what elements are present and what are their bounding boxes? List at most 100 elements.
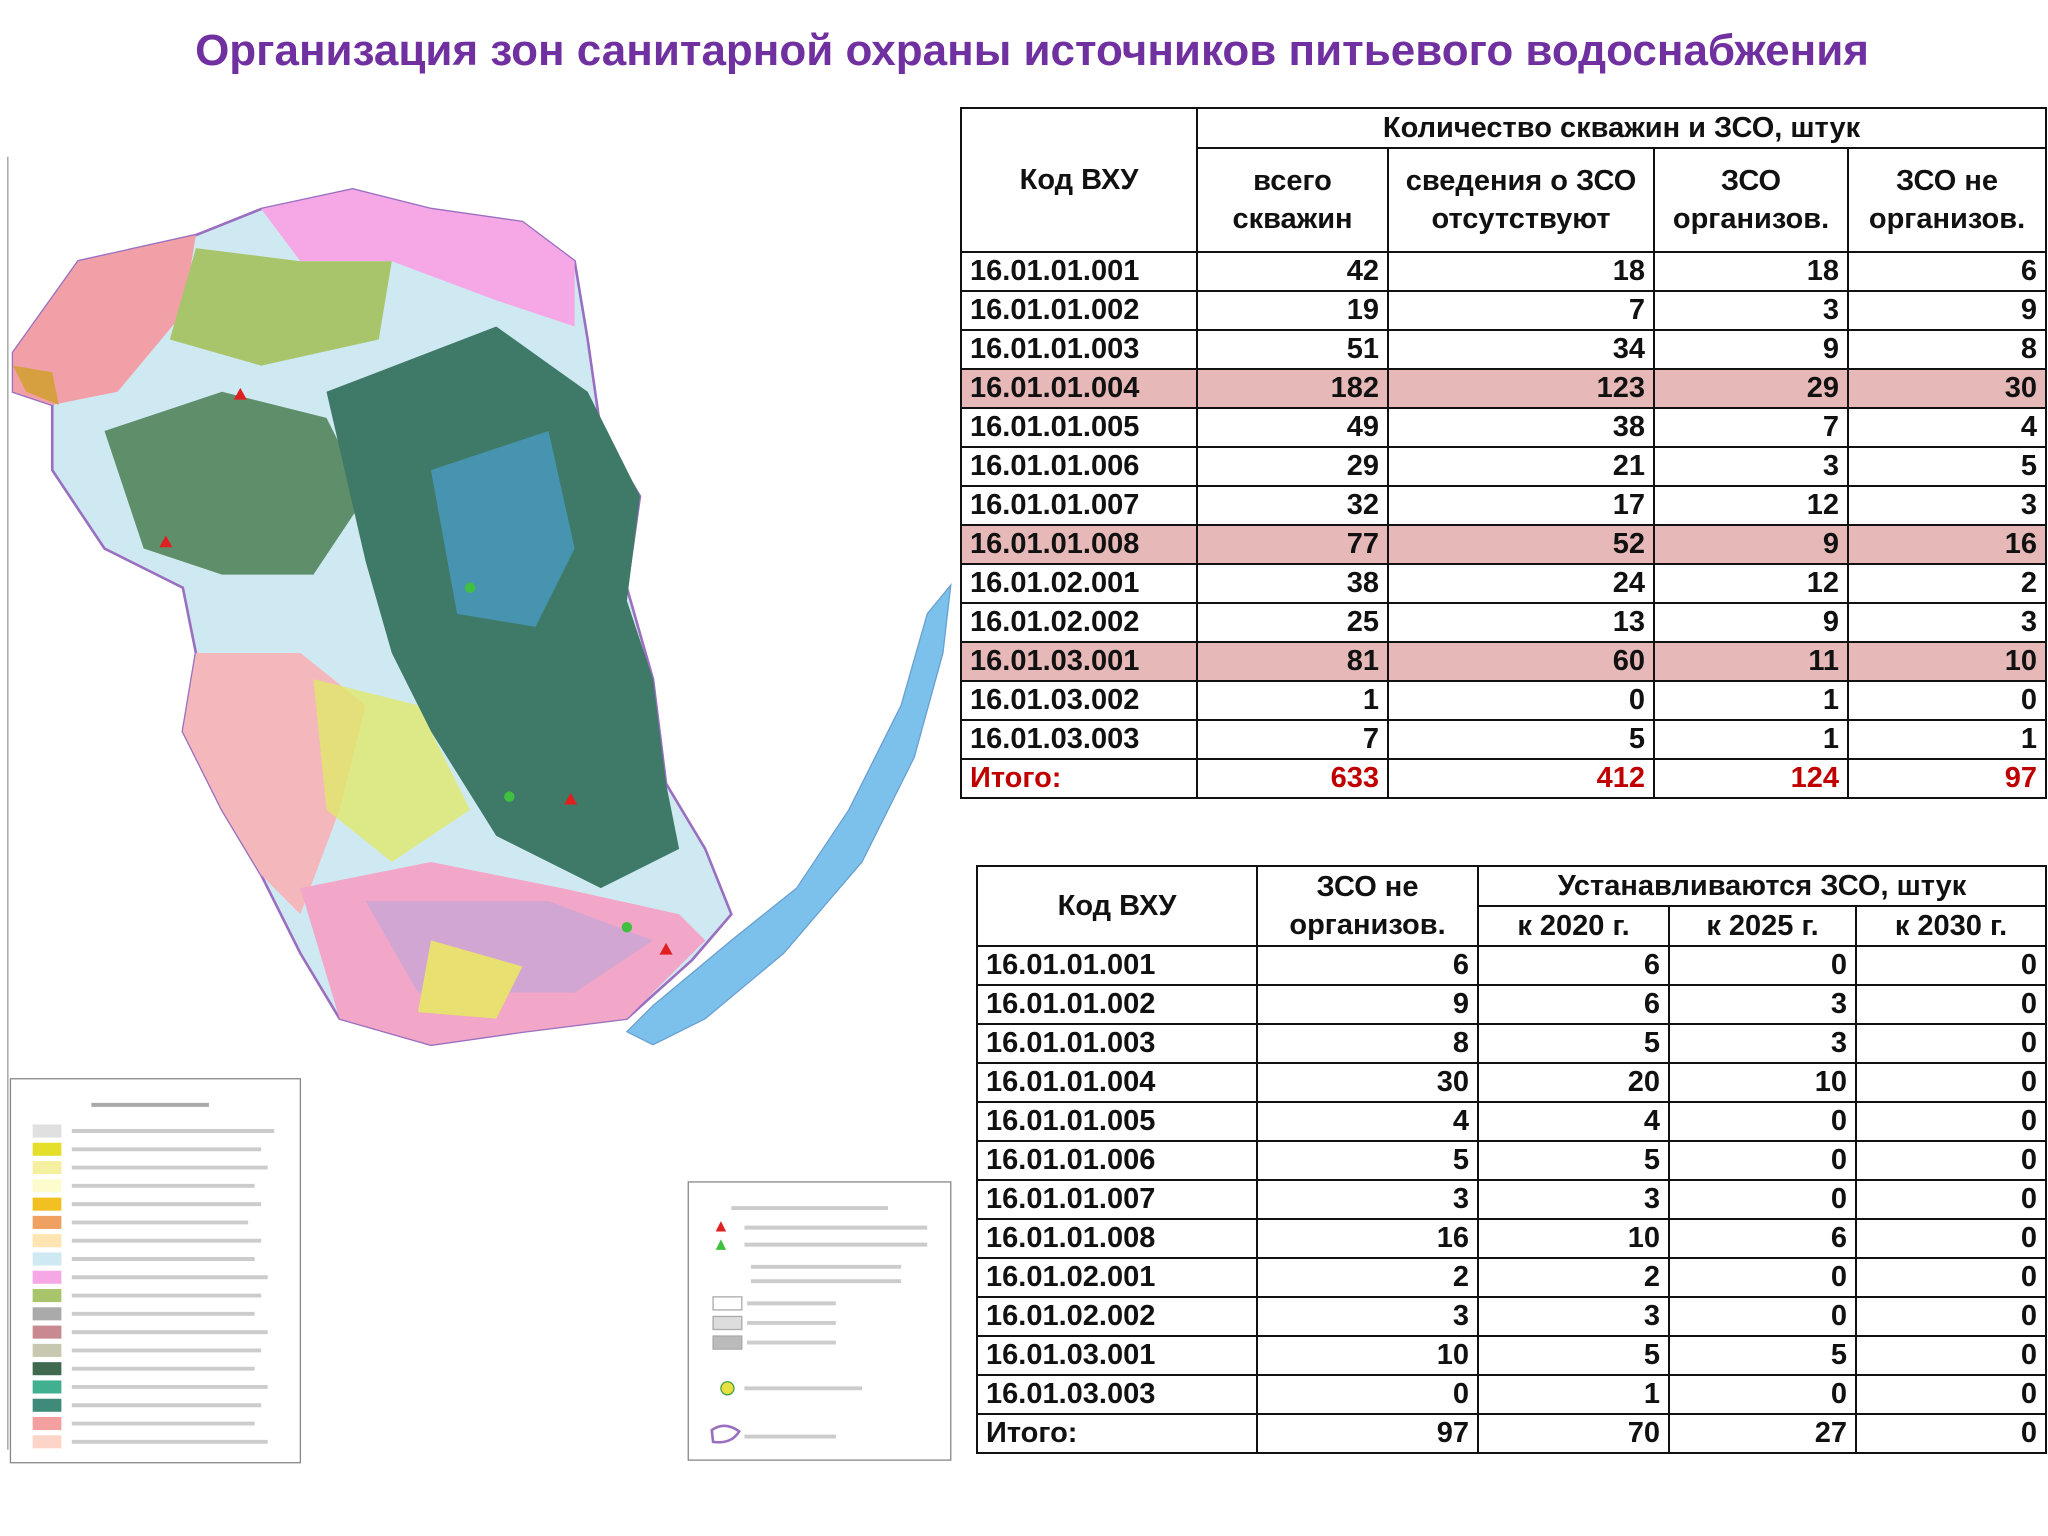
number-cell: 5 [1477, 1023, 1670, 1064]
table-row: 16.01.03.001 81 60 11 10 [960, 641, 2048, 682]
number-cell: 30 [1256, 1062, 1479, 1103]
table-row: 16.01.01.001 6 6 0 0 [976, 945, 2048, 986]
code-cell: 16.01.01.001 [960, 251, 1198, 292]
code-cell: 16.01.03.002 [960, 680, 1198, 721]
column-header: всего скважин [1196, 147, 1389, 253]
number-cell: 5 [1477, 1140, 1670, 1181]
number-cell: 3 [1668, 984, 1857, 1025]
number-cell: 11 [1653, 641, 1849, 682]
number-cell: 49 [1196, 407, 1389, 448]
number-cell: 0 [1854, 1218, 2048, 1259]
number-cell: 18 [1653, 251, 1849, 292]
number-cell: 0 [1668, 1179, 1857, 1220]
number-cell: 6 [1668, 1218, 1857, 1259]
number-cell: 30 [1846, 368, 2048, 409]
number-cell: 60 [1387, 641, 1655, 682]
table-row: 16.01.03.003 0 1 0 0 [976, 1374, 2048, 1415]
code-cell: 16.01.01.003 [960, 329, 1198, 370]
table-row: Итого: 633 412 124 97 [960, 758, 2048, 799]
column-header: Код ВХУ [976, 865, 1258, 947]
number-cell: 2 [1846, 563, 2048, 604]
number-cell: 97 [1846, 758, 2048, 799]
table-row: 16.01.01.007 32 17 12 3 [960, 485, 2048, 526]
number-cell: 3 [1256, 1179, 1479, 1220]
number-cell: 1 [1196, 680, 1389, 721]
number-cell: 5 [1477, 1335, 1670, 1376]
table-row: 16.01.01.006 29 21 3 5 [960, 446, 2048, 487]
number-cell: 10 [1668, 1062, 1857, 1103]
code-cell: 16.01.01.007 [960, 485, 1198, 526]
table-row: 16.01.01.002 9 6 3 0 [976, 984, 2048, 1025]
map [7, 156, 952, 1464]
header-row: Код ВХУ Количество скважин и ЗСО, штук [960, 107, 2048, 253]
code-cell: 16.01.02.001 [976, 1257, 1258, 1298]
number-cell: 2 [1477, 1257, 1670, 1298]
code-cell: 16.01.01.006 [960, 446, 1198, 487]
table-row: 16.01.01.003 51 34 9 8 [960, 329, 2048, 370]
number-cell: 182 [1196, 368, 1389, 409]
code-cell: 16.01.03.003 [960, 719, 1198, 760]
column-header: ЗСО не организов. [1256, 865, 1479, 947]
number-cell: 6 [1846, 251, 2048, 292]
table-header: Код ВХУ Количество скважин и ЗСО, штук все… [960, 107, 2048, 253]
table-row: 16.01.02.001 38 24 12 2 [960, 563, 2048, 604]
code-cell: 16.01.01.004 [960, 368, 1198, 409]
number-cell: 16 [1846, 524, 2048, 565]
group-header: Устанавливаются ЗСО, штук [1476, 865, 2048, 907]
number-cell: 70 [1477, 1413, 1670, 1454]
table-row: 16.01.03.003 7 5 1 1 [960, 719, 2048, 760]
number-cell: 32 [1196, 485, 1389, 526]
table-header: Код ВХУ ЗСО не организов. Устанавливаются … [976, 865, 2048, 947]
table-row: 16.01.01.006 5 5 0 0 [976, 1140, 2048, 1181]
number-cell: 10 [1256, 1335, 1479, 1376]
number-cell: 20 [1477, 1062, 1670, 1103]
code-cell: 16.01.01.005 [960, 407, 1198, 448]
number-cell: 16 [1256, 1218, 1479, 1259]
number-cell: 0 [1668, 1257, 1857, 1298]
number-cell: 3 [1653, 290, 1849, 331]
column-header: сведения о ЗСО отсутствуют [1387, 147, 1655, 253]
table-row: 16.01.01.005 49 38 7 4 [960, 407, 2048, 448]
number-cell: 3 [1477, 1296, 1670, 1337]
number-cell: 9 [1256, 984, 1479, 1025]
number-cell: 3 [1256, 1296, 1479, 1337]
code-cell: 16.01.01.008 [976, 1218, 1258, 1259]
table-row: 16.01.01.001 42 18 18 6 [960, 251, 2048, 292]
slide-title: Организация зон санитарной охраны источн… [195, 26, 1869, 75]
table-row: 16.01.01.007 3 3 0 0 [976, 1179, 2048, 1220]
number-cell: 12 [1653, 563, 1849, 604]
number-cell: 21 [1387, 446, 1655, 487]
code-cell: Итого: [976, 1413, 1258, 1454]
number-cell: 5 [1256, 1140, 1479, 1181]
number-cell: 77 [1196, 524, 1389, 565]
number-cell: 6 [1477, 945, 1670, 986]
number-cell: 7 [1196, 719, 1389, 760]
code-cell: 16.01.01.002 [976, 984, 1258, 1025]
number-cell: 3 [1846, 602, 2048, 643]
number-cell: 9 [1846, 290, 2048, 331]
number-cell: 5 [1387, 719, 1655, 760]
table-body: 16.01.01.001 6 6 0 0 16.01.01.002 9 6 3 0 16.01.01… [976, 945, 2048, 1454]
number-cell: 3 [1668, 1023, 1857, 1064]
number-cell: 0 [1854, 945, 2048, 986]
number-cell: 8 [1256, 1023, 1479, 1064]
table-row: 16.01.01.008 77 52 9 16 [960, 524, 2048, 565]
number-cell: 42 [1196, 251, 1389, 292]
table-body: 16.01.01.001 42 18 18 6 16.01.01.002 19 7 3 9 16.0… [960, 251, 2048, 799]
number-cell: 51 [1196, 329, 1389, 370]
column-header: ЗСО не организов. [1846, 147, 2048, 253]
number-cell: 9 [1653, 329, 1849, 370]
number-cell: 0 [1854, 1179, 2048, 1220]
sanitary-zones-table: Код ВХУ ЗСО не организов. Устанавливаются … [976, 865, 2048, 1454]
number-cell: 1 [1477, 1374, 1670, 1415]
number-cell: 38 [1196, 563, 1389, 604]
number-cell: 633 [1196, 758, 1389, 799]
number-cell: 5 [1846, 446, 2048, 487]
number-cell: 0 [1387, 680, 1655, 721]
number-cell: 10 [1477, 1218, 1670, 1259]
number-cell: 29 [1196, 446, 1389, 487]
number-cell: 29 [1653, 368, 1849, 409]
number-cell: 10 [1846, 641, 2048, 682]
number-cell: 0 [1854, 1062, 2048, 1103]
